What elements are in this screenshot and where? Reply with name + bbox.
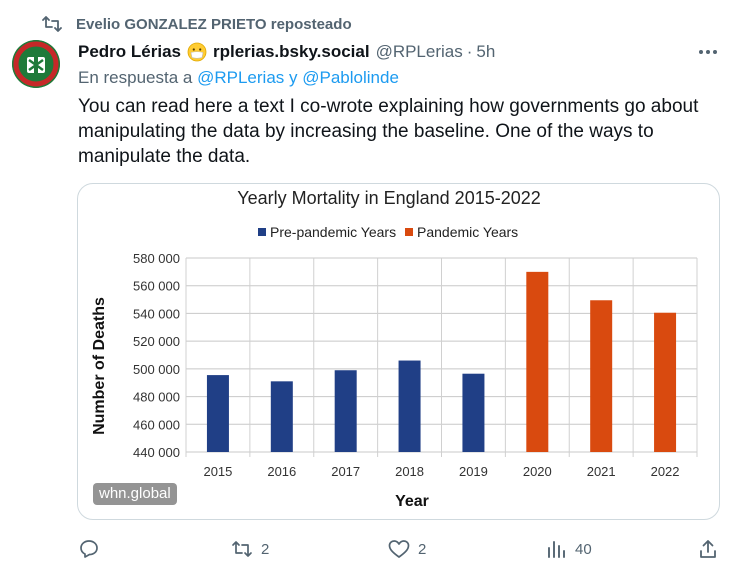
y-tick-label: 460 000 (133, 417, 180, 432)
bar-2019 (462, 373, 485, 452)
reply-prefix: En respuesta a (78, 68, 193, 87)
legend-swatch (405, 228, 413, 236)
mortality-chart: Yearly Mortality in England 2015-2022 Pr… (91, 188, 698, 510)
x-tick-label: 2015 (203, 464, 232, 479)
x-tick-label: 2016 (267, 464, 296, 479)
y-tick-label: 440 000 (133, 445, 180, 460)
legend-swatch (258, 228, 266, 236)
x-tick-label: 2018 (395, 464, 424, 479)
x-tick-label: 2021 (587, 464, 616, 479)
legend-label: Pandemic Years (417, 224, 518, 240)
like-count: 2 (418, 540, 427, 558)
y-tick-label: 580 000 (133, 251, 180, 266)
bar-2015 (206, 375, 229, 452)
reply-mention-link[interactable]: @Pablolinde (302, 68, 399, 87)
bar-2017 (334, 370, 357, 452)
face-with-medical-mask-icon (187, 42, 207, 62)
views-button[interactable]: 40 (545, 533, 592, 565)
x-tick-label: 2020 (523, 464, 552, 479)
y-tick-label: 500 000 (133, 362, 180, 377)
display-name[interactable]: Pedro Lérias (78, 42, 181, 61)
bar-2016 (270, 381, 293, 452)
reply-icon (78, 538, 100, 560)
bar-2020 (526, 271, 549, 452)
bar-2021 (590, 300, 613, 452)
repost-banner[interactable]: Evelio GONZALEZ PRIETO reposteado (40, 12, 352, 36)
repost-icon (40, 14, 64, 34)
reply-button[interactable] (78, 533, 100, 565)
legend-label: Pre-pandemic Years (270, 224, 396, 240)
reply-and: y (289, 68, 298, 87)
more-options-button[interactable] (696, 40, 720, 64)
reply-mention-link[interactable]: @RPLerias (197, 68, 285, 87)
views-icon (545, 538, 567, 560)
x-tick-label: 2019 (459, 464, 488, 479)
like-button[interactable]: 2 (388, 533, 426, 565)
post-header: Pedro Lérias rplerias.bsky.social @RPLer… (78, 40, 688, 64)
avatar[interactable] (12, 40, 60, 88)
repost-count: 2 (261, 540, 270, 558)
reply-context: En respuesta a @RPLerias y @Pablolinde (78, 68, 399, 88)
bar-2022 (654, 312, 677, 452)
repost-text: Evelio GONZALEZ PRIETO reposteado (76, 15, 352, 33)
timestamp[interactable]: 5h (476, 42, 496, 61)
x-tick-label: 2022 (651, 464, 680, 479)
bar-2018 (398, 360, 421, 452)
share-icon (697, 538, 719, 560)
separator: · (466, 42, 473, 61)
views-count: 40 (575, 540, 592, 558)
y-tick-label: 480 000 (133, 390, 180, 405)
share-button[interactable] (697, 533, 719, 565)
chart-title: Yearly Mortality in England 2015-2022 (237, 188, 541, 208)
user-handle[interactable]: @RPLerias (375, 42, 463, 61)
action-bar: 2 2 40 (0, 533, 744, 565)
x-tick-label: 2017 (331, 464, 360, 479)
y-tick-label: 560 000 (133, 279, 180, 294)
bsky-handle[interactable]: rplerias.bsky.social (213, 42, 370, 61)
y-tick-label: 520 000 (133, 334, 180, 349)
x-axis-label: Year (395, 493, 429, 510)
post-image[interactable]: Yearly Mortality in England 2015-2022 Pr… (77, 183, 720, 520)
more-icon (699, 50, 717, 54)
source-watermark: whn.global (93, 483, 177, 505)
y-tick-label: 540 000 (133, 306, 180, 321)
repost-icon (231, 538, 253, 560)
repost-button[interactable]: 2 (231, 533, 269, 565)
post-text: You can read here a text I co-wrote expl… (78, 96, 699, 167)
y-axis-label: Number of Deaths (91, 297, 108, 435)
heart-icon (388, 538, 410, 560)
